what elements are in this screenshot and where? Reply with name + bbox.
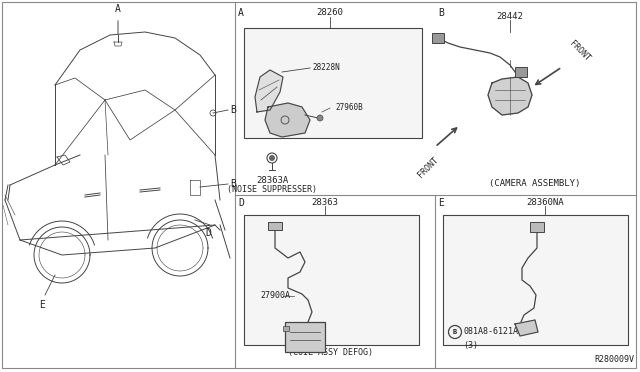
Bar: [285, 322, 325, 352]
Text: (NOISE SUPPRESSER): (NOISE SUPPRESSER): [227, 185, 317, 194]
Polygon shape: [255, 70, 283, 112]
Polygon shape: [488, 77, 532, 115]
Text: B: B: [230, 179, 236, 189]
Text: D: D: [238, 198, 244, 208]
Text: FRONT: FRONT: [416, 155, 440, 179]
Polygon shape: [265, 103, 310, 137]
Bar: [283, 326, 289, 331]
Text: A: A: [115, 4, 121, 14]
Text: 28363A: 28363A: [256, 176, 288, 185]
Text: (COIL ASSY DEFOG): (COIL ASSY DEFOG): [289, 348, 374, 357]
Text: E: E: [39, 300, 45, 310]
Bar: [530, 222, 544, 232]
Bar: [515, 67, 527, 77]
Text: (3): (3): [463, 341, 478, 350]
Text: 28442: 28442: [497, 12, 524, 21]
Text: E: E: [438, 198, 444, 208]
Bar: [443, 215, 628, 345]
Text: B: B: [453, 329, 457, 335]
Bar: [268, 222, 282, 230]
Text: 28360NA: 28360NA: [526, 198, 564, 207]
Circle shape: [317, 115, 323, 121]
Text: B: B: [438, 8, 444, 18]
Text: D: D: [205, 228, 211, 238]
Text: 28260: 28260: [317, 8, 344, 17]
Circle shape: [269, 155, 275, 160]
Text: 27900A: 27900A: [260, 292, 290, 301]
Bar: [432, 33, 444, 43]
Text: R280009V: R280009V: [594, 355, 634, 364]
Bar: [244, 215, 419, 345]
Text: 28363: 28363: [312, 198, 339, 207]
Polygon shape: [515, 320, 538, 336]
Text: 081A8-6121A: 081A8-6121A: [463, 327, 518, 337]
Text: 28228N: 28228N: [312, 64, 340, 73]
Text: 27960B: 27960B: [335, 103, 363, 112]
Bar: [244, 28, 422, 138]
Text: A: A: [238, 8, 244, 18]
Text: B: B: [230, 105, 236, 115]
Text: (CAMERA ASSEMBLY): (CAMERA ASSEMBLY): [490, 179, 580, 188]
Text: FRONT: FRONT: [568, 39, 592, 63]
